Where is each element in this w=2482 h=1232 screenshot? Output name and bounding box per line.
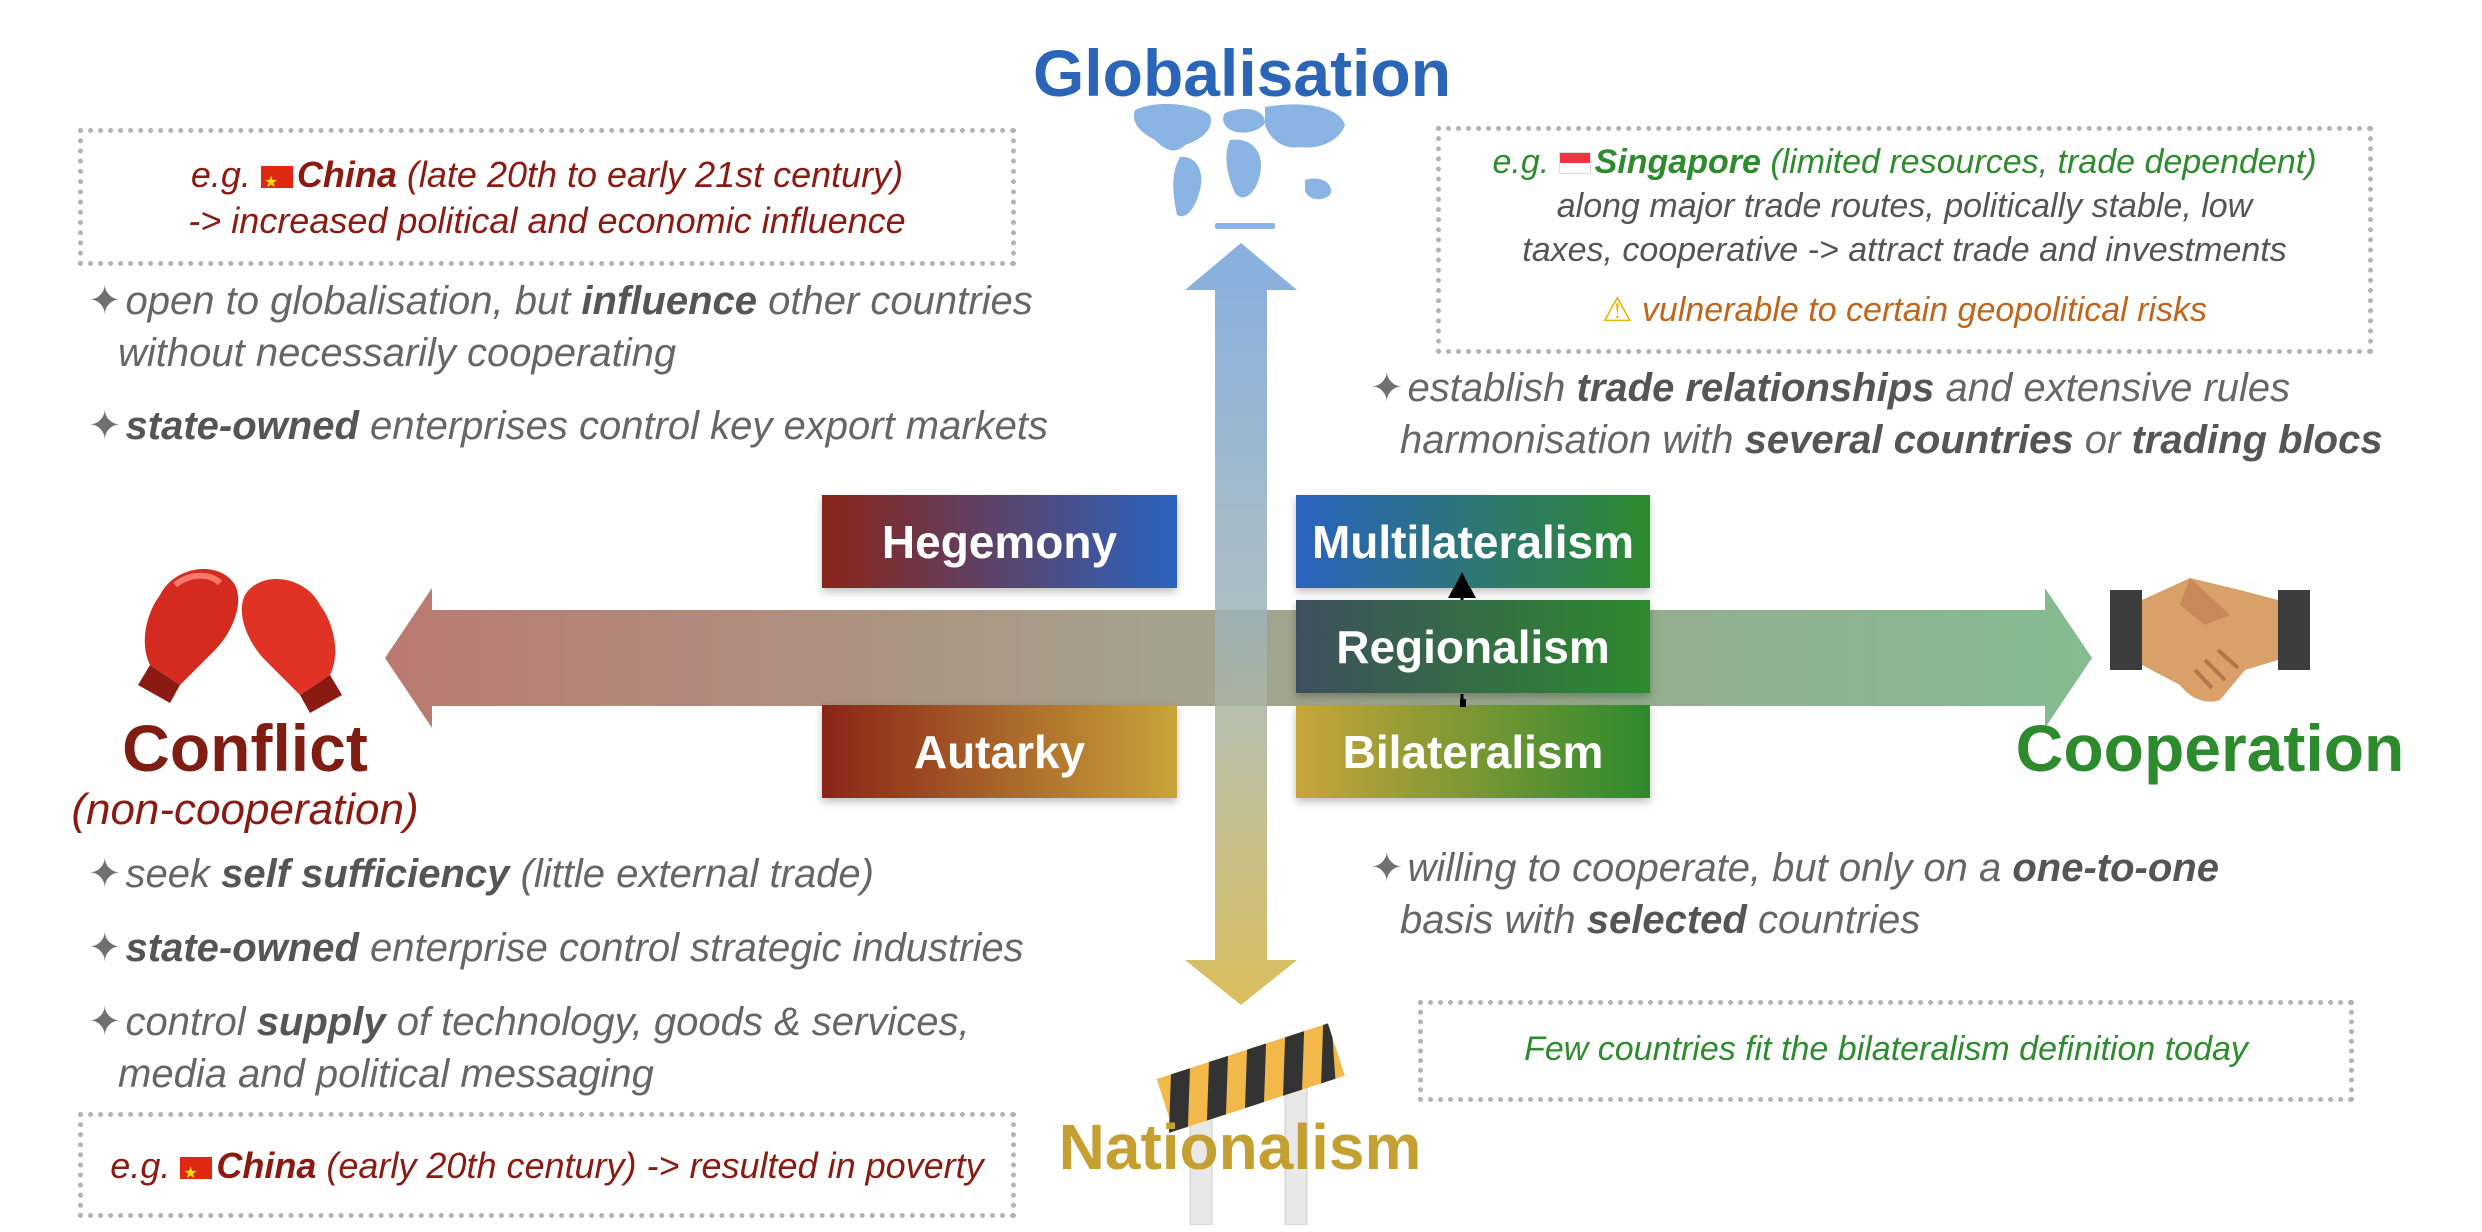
multilateralism-box: Multilateralism: [1296, 495, 1650, 588]
roadblock-barrier-icon: [1156, 1023, 1345, 1225]
globalisation-title: Globalisation: [1032, 36, 1452, 110]
world-map-icon: [1134, 103, 1345, 229]
hegemony-label: Hegemony: [881, 515, 1118, 568]
star-bullet-icon: ✦: [1370, 366, 1404, 410]
regionalism-box: Regionalism: [1296, 600, 1650, 693]
conflict-subtitle: (non-cooperation): [71, 785, 419, 834]
china-flag-icon: [260, 160, 293, 206]
autarky-bullet-3: ✦ control supply of technology, goods & s…: [88, 1000, 970, 1096]
cooperation-title: Cooperation: [2015, 711, 2405, 785]
star-bullet-icon: ✦: [88, 404, 122, 448]
autarky-bullet-1: ✦ seek self sufficiency (little external …: [88, 852, 874, 896]
star-bullet-icon: ✦: [1370, 846, 1404, 890]
example-china-late-box: [78, 128, 1016, 266]
example-china-late-text: e.g. China (late 20th to early 21st cent…: [78, 152, 1016, 244]
example-china-early-text: e.g. China (early 20th century) -> resul…: [78, 1143, 1016, 1197]
star-bullet-icon: ✦: [88, 279, 122, 323]
boxing-gloves-icon: [138, 568, 342, 713]
vertical-axis-arrow: [1185, 243, 1297, 1005]
autarky-bullet-2: ✦ state-owned enterprise control strategi…: [88, 926, 1024, 970]
conflict-title: Conflict: [122, 711, 368, 785]
regionalism-down-connector: [1460, 699, 1466, 707]
bilateralism-bullet-1: ✦ willing to cooperate, but only on a one…: [1370, 846, 2219, 942]
autarky-label: Autarky: [913, 725, 1086, 778]
regionalism-up-arrowhead: [1449, 572, 1475, 598]
bilateral-note-box: [1418, 1000, 2354, 1102]
nationalism-title: Nationalism: [1058, 1111, 1422, 1183]
china-flag-icon: [180, 1151, 213, 1197]
bilateralism-box: Bilateralism: [1296, 705, 1650, 798]
star-bullet-icon: ✦: [88, 926, 122, 970]
example-singapore-box: [1436, 126, 2373, 354]
star-bullet-icon: ✦: [88, 1000, 122, 1044]
hegemony-box: Hegemony: [822, 495, 1177, 588]
hegemony-bullet-2: ✦ state-owned enterprises control key exp…: [88, 404, 1049, 448]
handshake-icon: [2110, 578, 2310, 702]
singapore-flag-icon: [1558, 152, 1591, 174]
multilateralism-bullet-1: ✦ establish trade relationships and exten…: [1370, 366, 2383, 462]
bilateral-note-text: Few countries fit the bilateralism defin…: [1524, 1030, 2248, 1068]
example-china-early-box: [78, 1112, 1016, 1218]
star-bullet-icon: ✦: [88, 852, 122, 896]
example-singapore-text: e.g. Singapore (limited resources, trade…: [1492, 143, 2317, 329]
regionalism-label: Regionalism: [1336, 620, 1610, 673]
multilateralism-label: Multilateralism: [1311, 515, 1635, 568]
bilateralism-label: Bilateralism: [1342, 725, 1604, 778]
warning-icon: ⚠: [1601, 291, 1633, 329]
autarky-box: Autarky: [822, 705, 1177, 798]
hegemony-bullet-1: ✦ open to globalisation, but influence ot…: [88, 279, 1033, 375]
